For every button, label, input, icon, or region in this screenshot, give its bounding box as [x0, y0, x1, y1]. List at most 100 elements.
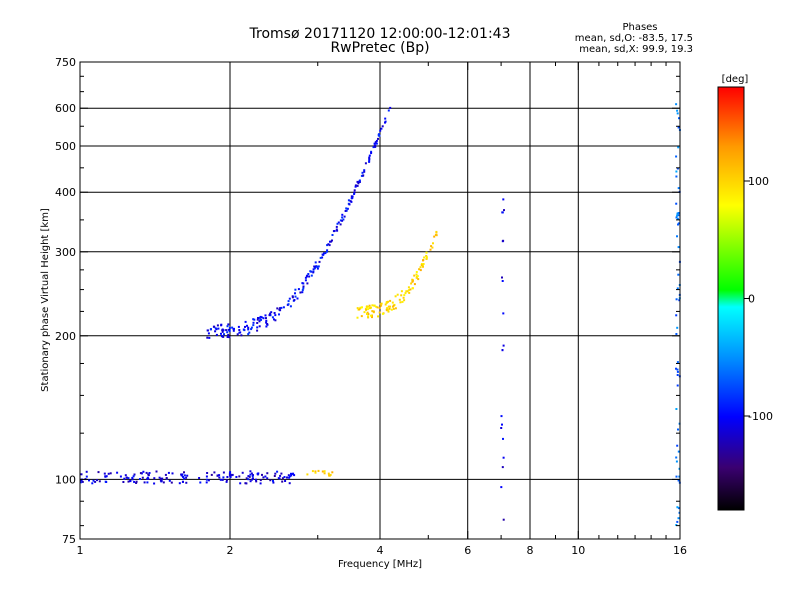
data-point — [287, 300, 290, 303]
data-point — [321, 256, 324, 259]
data-point — [368, 154, 371, 157]
data-point — [322, 253, 325, 256]
data-point — [80, 473, 83, 476]
data-point — [222, 471, 225, 474]
data-point — [675, 103, 678, 106]
data-point — [214, 330, 217, 333]
data-point — [411, 280, 414, 283]
data-point — [368, 158, 371, 160]
data-point — [358, 308, 361, 311]
data-point — [675, 314, 678, 317]
data-point — [336, 222, 339, 225]
data-point — [79, 481, 82, 484]
data-point — [133, 480, 136, 483]
data-point — [272, 481, 275, 484]
data-point — [81, 480, 84, 483]
y-tick-label: 400 — [55, 186, 76, 199]
data-point — [266, 472, 269, 475]
colorbar-label: [deg] — [722, 74, 749, 85]
data-point — [502, 198, 505, 201]
data-point — [259, 479, 262, 482]
y-tick-label: 100 — [55, 473, 76, 486]
data-point — [380, 127, 383, 130]
data-point — [228, 472, 231, 475]
data-point — [168, 479, 171, 482]
data-point — [273, 318, 275, 321]
data-point — [433, 235, 436, 238]
data-point — [501, 466, 504, 469]
data-point — [165, 477, 168, 479]
data-point — [291, 295, 294, 298]
data-point — [408, 291, 411, 294]
data-point — [501, 423, 503, 426]
data-point — [677, 214, 680, 217]
data-point — [331, 234, 334, 236]
phases-o-stats: mean, sd,O: -83.5, 17.5 — [574, 33, 693, 44]
data-point — [432, 242, 434, 245]
data-point — [301, 282, 304, 285]
data-point — [218, 474, 221, 477]
data-point — [293, 299, 296, 301]
data-point — [223, 333, 225, 336]
data-point — [239, 331, 242, 334]
data-point — [676, 214, 679, 217]
data-point — [502, 239, 505, 242]
data-point — [675, 333, 678, 335]
data-point — [129, 480, 132, 483]
data-point — [418, 268, 421, 271]
data-point — [220, 335, 223, 337]
data-point — [183, 471, 185, 474]
data-point — [210, 328, 212, 331]
data-point — [220, 323, 223, 326]
data-point — [384, 117, 387, 120]
data-point — [248, 475, 251, 478]
data-point — [314, 471, 317, 474]
data-point — [225, 329, 228, 332]
data-point — [378, 134, 381, 137]
data-point — [676, 520, 679, 523]
data-point — [337, 221, 340, 224]
data-point — [266, 477, 269, 480]
data-point — [250, 472, 253, 475]
data-point — [160, 479, 163, 482]
data-point — [135, 480, 138, 483]
data-point — [502, 437, 504, 440]
data-point — [318, 260, 321, 263]
data-point — [265, 317, 267, 320]
data-point — [387, 300, 389, 303]
data-point — [290, 474, 293, 477]
data-point — [213, 471, 216, 474]
data-point — [368, 156, 371, 159]
x-axis-label: Frequency [MHz] — [338, 559, 422, 570]
data-point — [207, 479, 210, 482]
data-point — [677, 428, 679, 431]
data-point — [675, 155, 678, 158]
x-tick-label: 1 — [77, 544, 84, 557]
data-point — [391, 305, 394, 308]
data-point — [294, 295, 297, 298]
data-point — [350, 197, 353, 200]
data-point — [210, 473, 213, 476]
data-point — [317, 265, 320, 268]
y-tick-label: 75 — [62, 533, 76, 546]
data-point — [368, 159, 371, 162]
data-point — [306, 282, 309, 285]
data-point — [266, 323, 269, 325]
data-point — [353, 193, 356, 195]
data-point — [155, 470, 158, 473]
data-point — [341, 219, 344, 222]
data-point — [261, 473, 263, 476]
data-point — [226, 336, 229, 338]
data-point — [368, 304, 371, 307]
data-point — [502, 344, 505, 347]
data-point — [253, 318, 256, 321]
data-point — [360, 174, 363, 177]
data-point — [294, 288, 297, 291]
data-point — [219, 478, 222, 481]
data-point — [292, 472, 295, 475]
data-point — [183, 474, 186, 477]
data-point — [142, 470, 145, 473]
data-point — [273, 475, 276, 477]
data-point — [403, 294, 406, 297]
data-point — [385, 308, 388, 311]
